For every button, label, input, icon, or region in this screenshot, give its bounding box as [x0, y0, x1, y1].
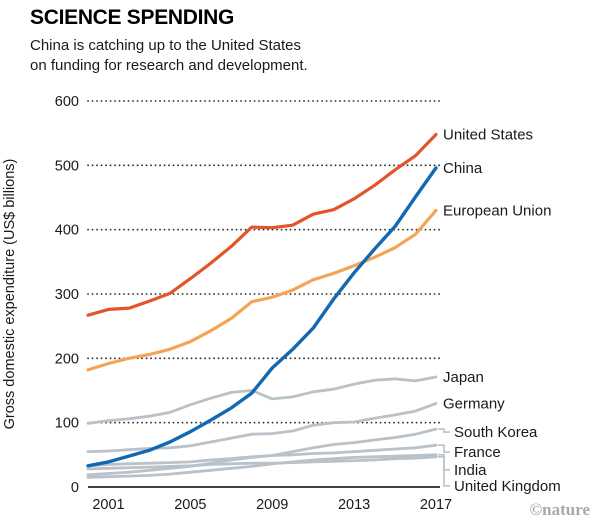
y-axis-title: Gross domestic expenditure (US$ billions…	[2, 159, 18, 430]
y-tick-label-0: 0	[71, 480, 79, 496]
series-label-united-kingdom: United Kingdom	[454, 478, 561, 495]
line-chart: 0 100 200 300 400 500 600 2001 2005 2009 2013 2017 G…	[2, 94, 561, 513]
y-tick-label-200: 200	[55, 351, 79, 367]
subtitle-line-1: China is catching up to the United State…	[30, 37, 301, 54]
series-label-india: India	[454, 462, 487, 479]
leader-line-united-kingdom	[438, 455, 450, 487]
x-tick-label-2017: 2017	[420, 497, 452, 513]
series-label-european-union: European Union	[443, 202, 551, 219]
series-line-japan	[86, 375, 438, 425]
y-tick-label-100: 100	[55, 416, 79, 432]
series-label-south-korea: South Korea	[454, 424, 538, 441]
x-tick-label-2013: 2013	[338, 497, 370, 513]
leader-line-south-korea	[438, 428, 450, 433]
series-label-japan: Japan	[443, 369, 484, 386]
series-line-south-korea	[86, 427, 438, 477]
series-line-united-states	[86, 132, 438, 317]
series-line-china	[86, 166, 438, 468]
x-tick-label-2009: 2009	[256, 497, 288, 513]
series-label-china: China	[443, 160, 483, 177]
y-tick-label-300: 300	[55, 287, 79, 303]
series-label-germany: Germany	[443, 395, 505, 412]
subtitle-line-2: on funding for research and development.	[30, 56, 308, 74]
figure-header: SCIENCE SPENDING China is catching up to…	[30, 6, 450, 76]
y-tick-label-600: 600	[55, 94, 79, 110]
x-tick-label-2005: 2005	[174, 497, 206, 513]
series-line-european-union	[86, 208, 438, 372]
nature-credit: ©nature	[529, 500, 590, 519]
leader-line-france	[438, 444, 450, 453]
figure-title: SCIENCE SPENDING	[30, 6, 235, 29]
series-label-france: France	[454, 444, 501, 461]
y-tick-label-500: 500	[55, 158, 79, 174]
series-line-united-kingdom	[86, 455, 438, 471]
series-label-united-states: United States	[443, 126, 533, 143]
figure-subtitle: China is catching up to the United State…	[30, 36, 350, 76]
y-tick-label-400: 400	[55, 223, 79, 239]
series-line-germany	[86, 401, 438, 454]
x-tick-label-2001: 2001	[92, 497, 124, 513]
series-line-india	[86, 453, 438, 479]
